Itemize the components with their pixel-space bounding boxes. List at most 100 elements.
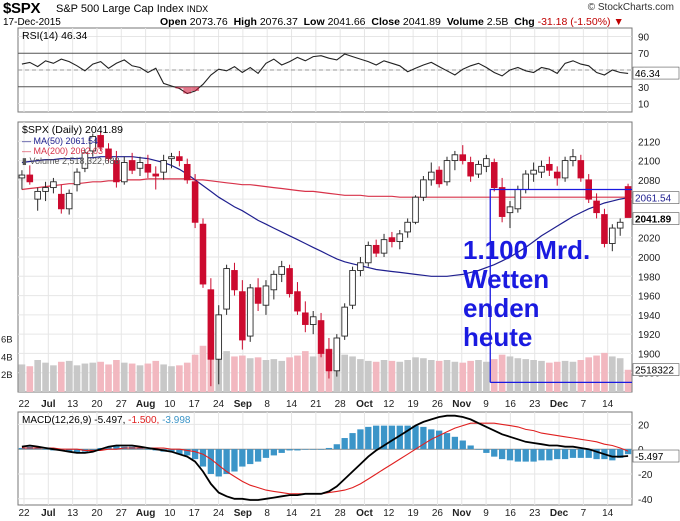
volume-bar bbox=[42, 362, 49, 392]
macd-histogram-bar bbox=[404, 425, 411, 450]
candle-body bbox=[467, 162, 474, 177]
candle-body bbox=[341, 306, 348, 337]
x-tick-label: 12 bbox=[383, 399, 395, 410]
x-tick-label: 21 bbox=[310, 399, 322, 410]
volume-bar bbox=[183, 362, 191, 392]
candle-body bbox=[176, 156, 183, 162]
x-tick-label: 21 bbox=[310, 508, 322, 519]
rsi-tick-label: 70 bbox=[638, 49, 650, 60]
x-tick-label: Oct bbox=[356, 399, 373, 410]
macd-histogram-bar bbox=[168, 449, 175, 452]
volume-bar bbox=[569, 361, 577, 392]
volume-bar bbox=[97, 361, 104, 392]
source-credit[interactable]: © StockCharts.com bbox=[587, 2, 674, 13]
candle-body bbox=[420, 179, 427, 198]
x-tick-label: 24 bbox=[213, 508, 225, 519]
candle-body bbox=[435, 169, 443, 185]
volume-bar bbox=[349, 356, 356, 392]
macd-histogram-bar bbox=[18, 447, 26, 450]
volume-bar bbox=[475, 360, 482, 392]
macd-histogram-bar bbox=[506, 449, 514, 461]
volume-bar bbox=[404, 360, 411, 392]
annotation-box bbox=[489, 188, 632, 384]
macd-histogram-bar bbox=[396, 425, 403, 450]
candle-body bbox=[81, 152, 89, 169]
price-tick-label: 1940 bbox=[638, 311, 661, 322]
volume-bar bbox=[435, 360, 443, 392]
macd-histogram-bar bbox=[609, 449, 616, 461]
rsi-tick-label: 90 bbox=[638, 32, 650, 43]
volume-tick-label: 6B bbox=[1, 335, 13, 346]
volume-bar bbox=[105, 364, 112, 392]
volume-bar bbox=[81, 363, 89, 392]
macd-legend: MACD(12,26,9) -5.497, -1.500, -3.998 bbox=[22, 415, 191, 426]
candle-body bbox=[294, 291, 301, 312]
volume-bar bbox=[239, 355, 246, 392]
macd-histogram-bar bbox=[136, 447, 144, 450]
x-tick-label: 7 bbox=[581, 399, 587, 410]
x-tick-label: 10 bbox=[164, 399, 176, 410]
candle-body bbox=[65, 192, 73, 210]
macd-legend-part: -1.500, bbox=[128, 415, 162, 426]
volume-bar bbox=[490, 359, 498, 392]
volume-bar bbox=[427, 360, 435, 392]
volume-value: 2.5B bbox=[486, 16, 509, 28]
candle-body bbox=[380, 239, 388, 254]
macd-histogram-bar bbox=[199, 449, 207, 467]
candle-body bbox=[50, 181, 57, 189]
volume-bar bbox=[136, 365, 144, 392]
high-value: 2076.37 bbox=[259, 16, 298, 28]
candle-body bbox=[207, 289, 215, 360]
macd-histogram-bar bbox=[42, 449, 49, 450]
candle-body bbox=[506, 206, 514, 214]
rsi-oversold-fill bbox=[183, 86, 192, 94]
macd-histogram-bar bbox=[617, 449, 624, 458]
macd-histogram-bar bbox=[286, 449, 293, 451]
volume-bar bbox=[357, 359, 364, 392]
open-value: 2073.76 bbox=[189, 16, 228, 28]
candle-body bbox=[483, 158, 490, 167]
x-tick-label: Aug bbox=[136, 399, 155, 410]
volume-bar bbox=[231, 356, 238, 392]
candle-body bbox=[58, 193, 65, 210]
x-tick-label: 14 bbox=[286, 508, 298, 519]
x-tick-label: 16 bbox=[505, 399, 517, 410]
volume-bar bbox=[278, 360, 286, 392]
volume-bar bbox=[223, 351, 230, 392]
volume-bar bbox=[168, 366, 175, 392]
x-tick-label: 28 bbox=[335, 399, 347, 410]
candle-body bbox=[569, 156, 577, 162]
candle-body bbox=[223, 268, 230, 310]
candle-body bbox=[372, 244, 380, 254]
rsi-last-value: 46.34 bbox=[635, 69, 660, 80]
x-tick-label: 26 bbox=[432, 399, 444, 410]
volume-bar bbox=[176, 365, 183, 392]
macd-legend-part: -3.998 bbox=[162, 415, 191, 426]
macd-line bbox=[21, 414, 629, 501]
candle-body bbox=[593, 200, 600, 214]
x-tick-label: Dec bbox=[550, 508, 569, 519]
candle-body bbox=[73, 171, 81, 186]
macd-histogram-bar bbox=[270, 449, 277, 456]
macd-histogram-bar bbox=[239, 449, 246, 467]
volume-bar bbox=[467, 360, 474, 392]
volume-bar bbox=[609, 356, 616, 392]
rsi-oversold-fill bbox=[191, 86, 200, 91]
volume-tick-label: 4B bbox=[1, 352, 13, 363]
volume-last-value: 2518322 bbox=[635, 366, 674, 377]
macd-histogram-bar bbox=[262, 449, 270, 458]
macd-histogram-bar bbox=[34, 447, 41, 450]
macd-histogram-bar bbox=[349, 433, 356, 450]
candle-body bbox=[357, 262, 364, 271]
candle-body bbox=[183, 163, 191, 181]
price-tick-label: 2120 bbox=[638, 137, 661, 148]
macd-histogram-bar bbox=[593, 449, 600, 460]
x-tick-label: 14 bbox=[602, 399, 614, 410]
candle-body bbox=[270, 273, 278, 291]
volume-bar bbox=[199, 345, 207, 392]
candle-body bbox=[89, 136, 97, 152]
candle-body bbox=[365, 244, 372, 264]
candle-body bbox=[231, 270, 238, 291]
candle-body bbox=[42, 187, 49, 192]
x-tick-label: Dec bbox=[550, 399, 569, 410]
